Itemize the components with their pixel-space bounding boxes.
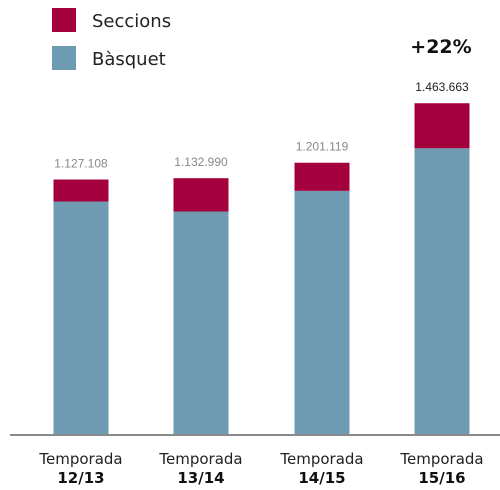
bar-seccions (294, 162, 350, 191)
bars-group (53, 103, 470, 435)
bar-seccions (53, 179, 109, 202)
legend-label-seccions: Seccions (92, 11, 171, 32)
legend-swatch-seccions (52, 8, 76, 32)
total-value-label: 1.201.119 (296, 140, 349, 154)
legend-swatch-basquet (52, 46, 76, 70)
bar-basquet (294, 190, 350, 435)
total-value-label: 1.127.108 (54, 157, 108, 171)
growth-label: +22% (410, 36, 471, 58)
legend: Seccions Bàsquet (52, 8, 171, 70)
total-labels-group: 1.127.108 1.132.990 1.201.119 1.463.663 (54, 80, 469, 170)
bar-basquet (173, 211, 229, 435)
category-label-line1: Temporada (38, 450, 122, 468)
total-value-label: 1.132.990 (174, 155, 228, 169)
category-label-line2: 15/16 (418, 469, 465, 487)
bar-basquet (414, 148, 470, 435)
category-label-line2: 14/15 (298, 469, 345, 487)
bar-seccions (414, 103, 470, 149)
category-label-line1: Temporada (158, 450, 242, 468)
bar-basquet (53, 201, 109, 435)
legend-label-basquet: Bàsquet (92, 49, 166, 70)
category-labels-group: Temporada12/13Temporada13/14Temporada14/… (38, 450, 483, 487)
category-label-line1: Temporada (399, 450, 483, 468)
category-label-line2: 13/14 (177, 469, 224, 487)
total-value-label: 1.463.663 (415, 80, 469, 94)
category-label-line1: Temporada (279, 450, 363, 468)
bar-seccions (173, 178, 229, 212)
category-label-line2: 12/13 (57, 469, 104, 487)
